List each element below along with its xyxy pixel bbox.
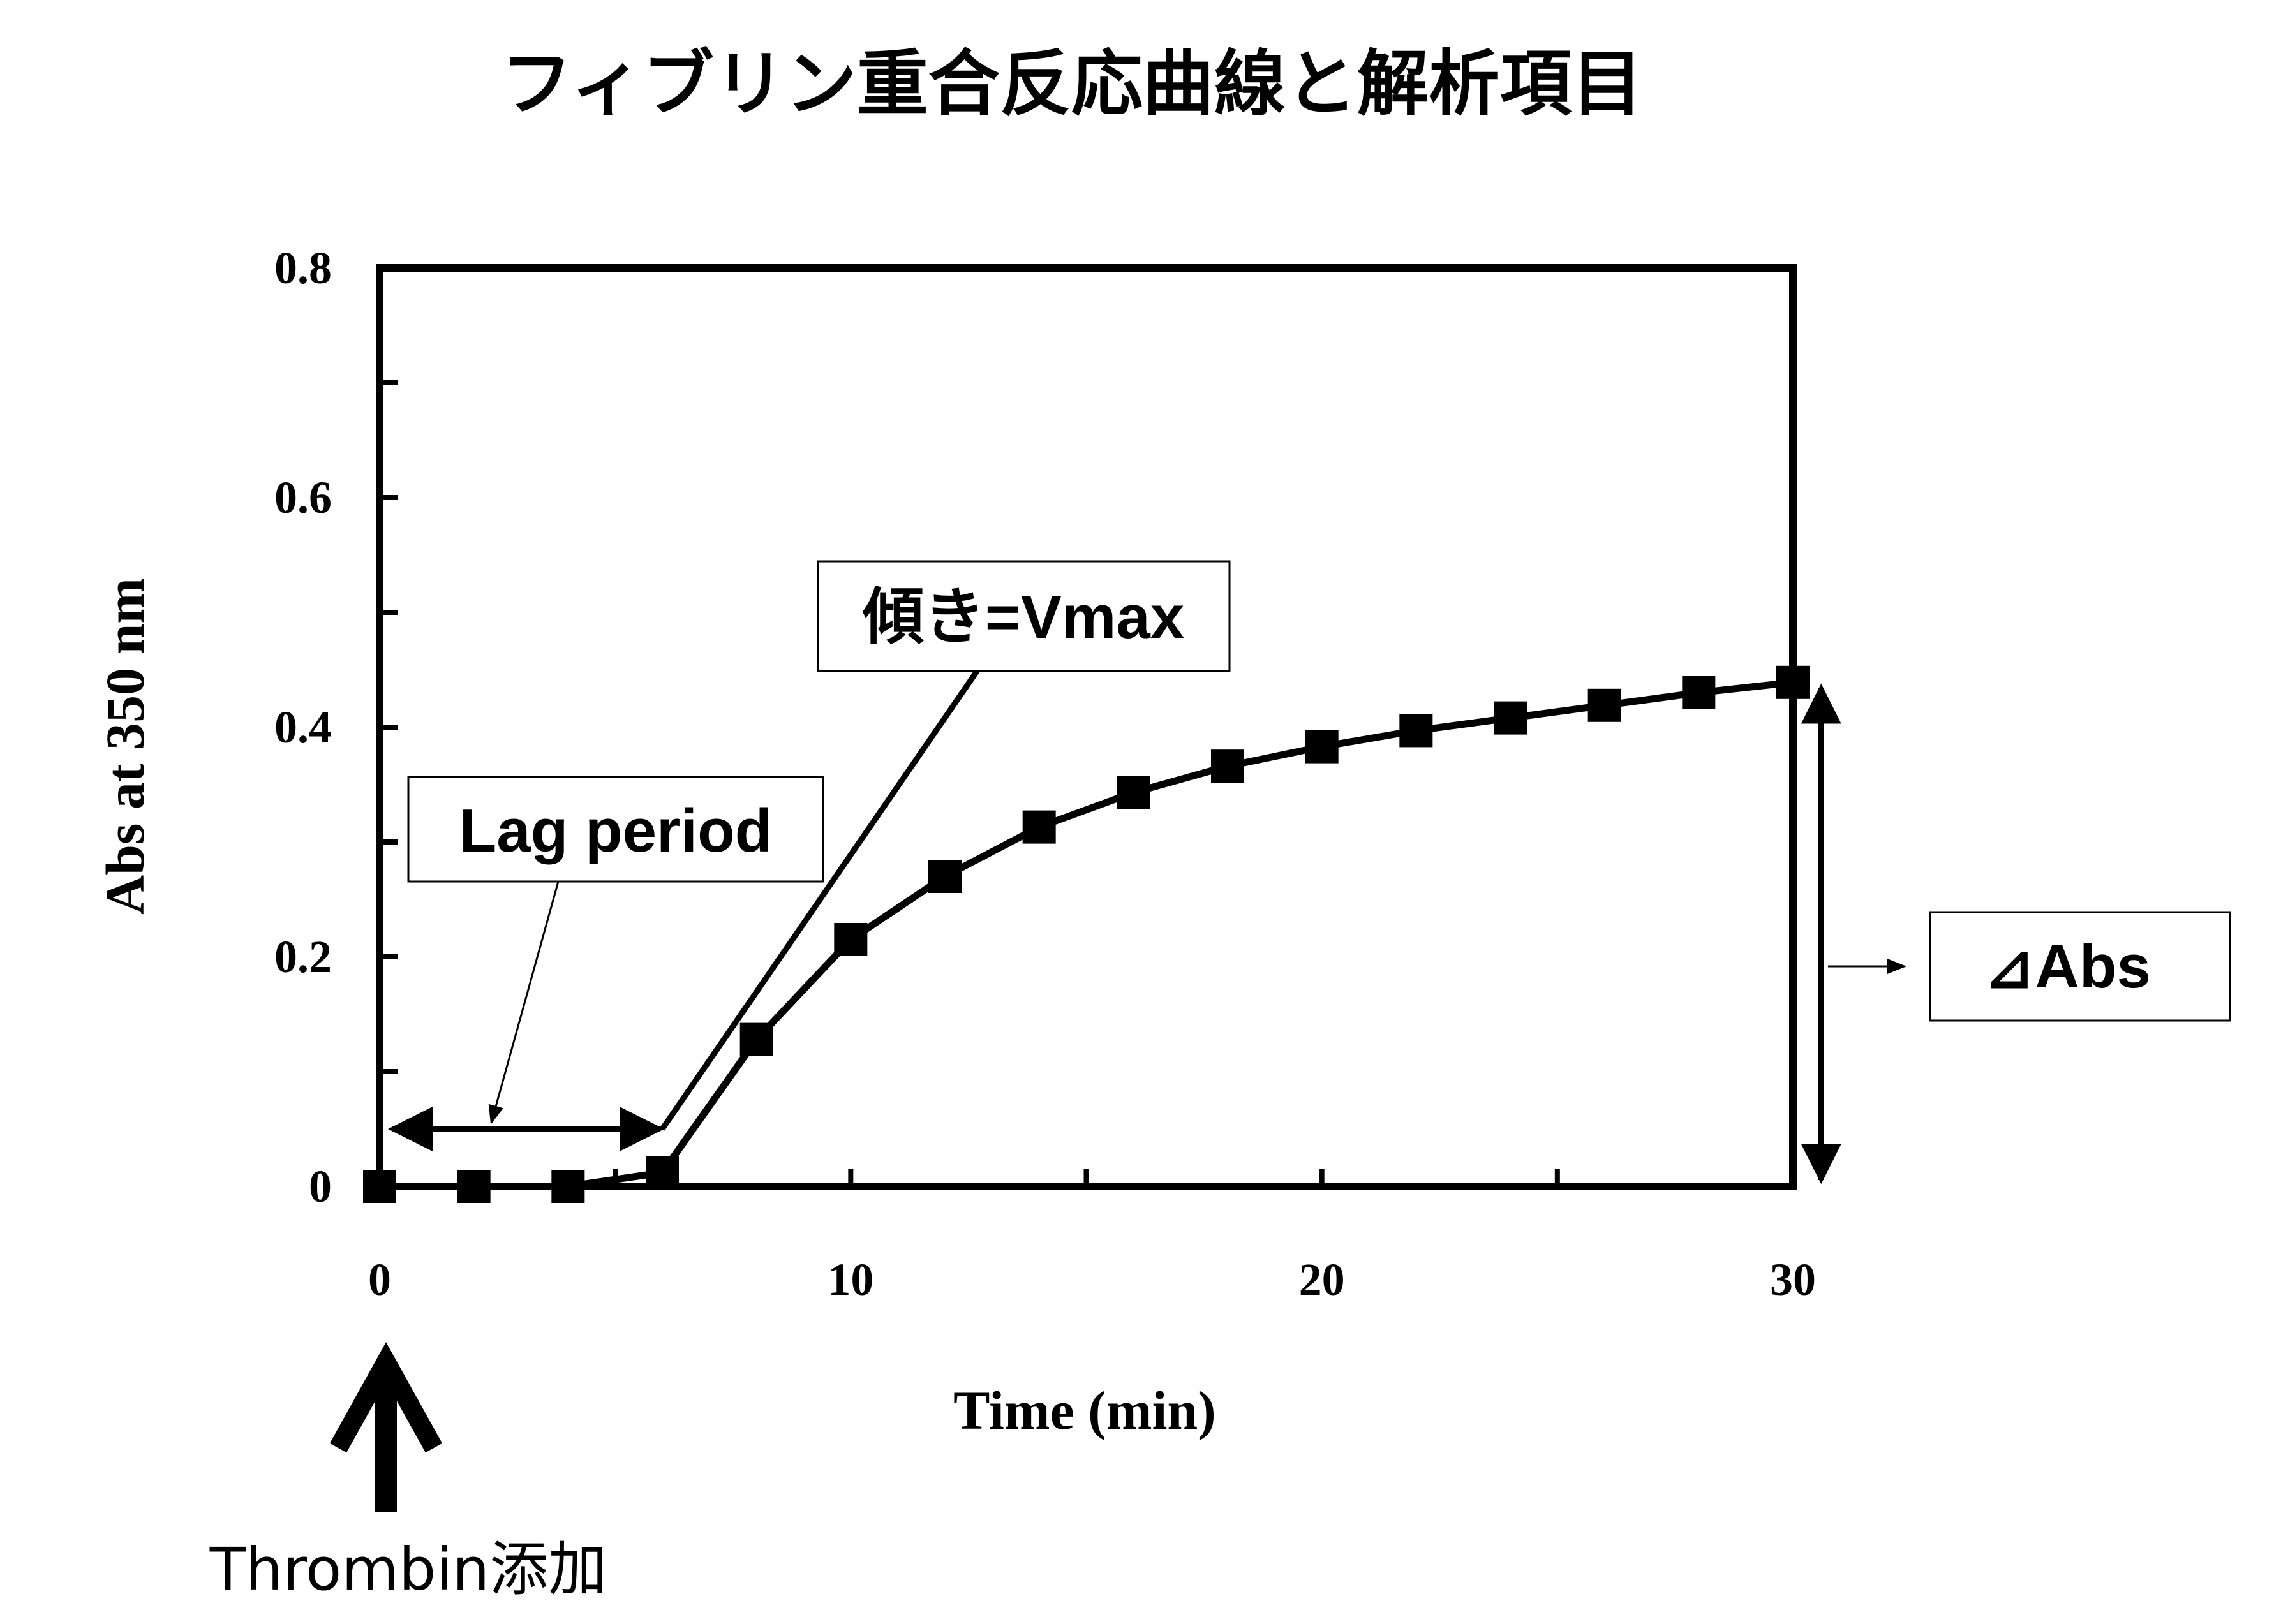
delta-abs-label-box: [1929, 911, 2231, 1022]
series-line: [380, 679, 1794, 1190]
data-point: [1022, 810, 1056, 844]
vmax-label: 傾き=Vmax: [862, 583, 1184, 651]
data-point: [457, 1170, 491, 1203]
data-point: [739, 1022, 773, 1056]
chart-title: フィブリン重合反応曲線と解析項目: [501, 43, 1643, 126]
slope-line: [660, 668, 981, 1131]
data-point: [551, 1170, 585, 1203]
data-point: [1494, 701, 1527, 735]
y-tick-label: 0: [309, 1161, 332, 1212]
data-point: [646, 1156, 679, 1190]
y-axis-tick-labels: 0 0.2 0.4 0.6 0.8: [274, 242, 332, 1212]
y-tick-label: 0.4: [274, 702, 332, 753]
data-point: [1211, 749, 1244, 783]
data-point: [363, 1170, 396, 1203]
lag-period-label-box: [407, 776, 824, 883]
x-tick-label: 10: [828, 1254, 873, 1305]
data-point: [1587, 688, 1621, 722]
x-tick-label: 30: [1770, 1254, 1816, 1305]
vmax-label-box: [817, 560, 1231, 672]
data-point: [1117, 776, 1150, 809]
y-tick-label: 0.8: [274, 242, 332, 293]
y-tick-label: 0.6: [274, 472, 332, 523]
plot-frame: [376, 264, 1797, 1190]
x-axis-label: Time (min): [953, 1380, 1216, 1441]
x-axis-tick-labels: 0 10 20 30: [368, 1254, 1816, 1305]
y-axis-label: Abs at 350 nm: [94, 578, 156, 915]
delta-abs-label: ⊿Abs: [1984, 933, 2151, 1001]
x-tick-label: 20: [1299, 1254, 1345, 1305]
x-tick-label: 0: [368, 1254, 391, 1305]
y-tick-label: 0.2: [274, 931, 332, 982]
data-point: [1399, 714, 1433, 748]
thrombin-label: Thrombin添加: [209, 1535, 607, 1604]
data-point: [928, 860, 962, 893]
y-axis-ticks: [380, 265, 398, 1189]
thrombin-arrow-head: [329, 1342, 443, 1453]
data-point: [1682, 676, 1716, 709]
data-point: [1305, 730, 1339, 764]
series-layer: [363, 665, 1810, 1203]
data-point: [1776, 665, 1810, 699]
data-point: [834, 923, 868, 956]
annotations: Lag period 傾き=Vmax ⊿Abs Thrombin添加: [209, 560, 2231, 1604]
lag-period-pointer: [488, 881, 560, 1125]
lag-period-label: Lag period: [459, 797, 773, 865]
